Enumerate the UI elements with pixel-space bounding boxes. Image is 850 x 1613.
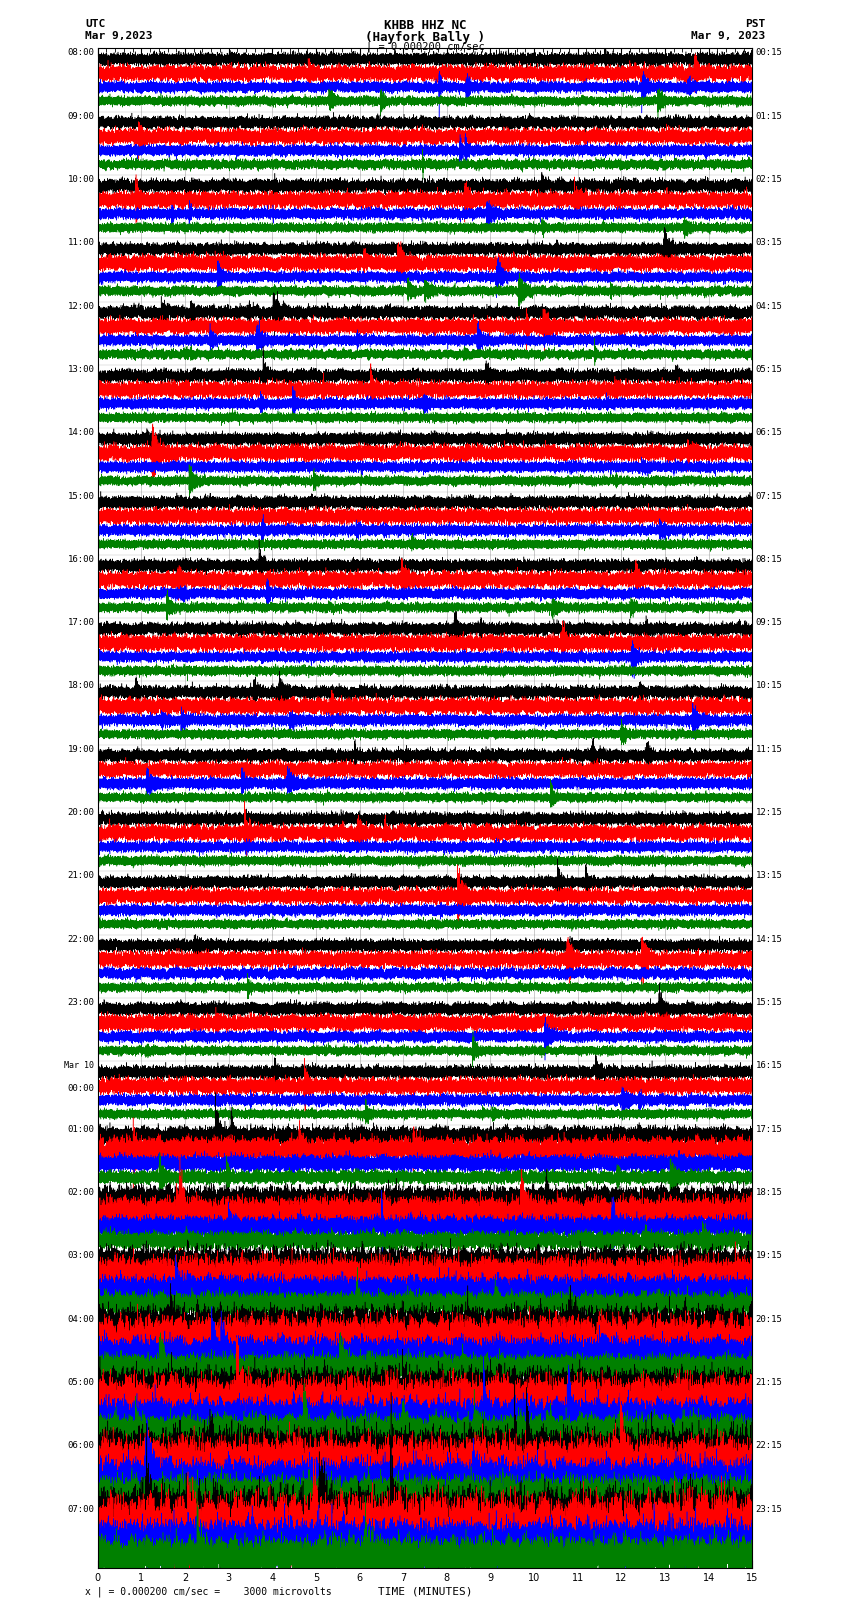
Text: x | = 0.000200 cm/sec =    3000 microvolts: x | = 0.000200 cm/sec = 3000 microvolts xyxy=(85,1586,332,1597)
Text: 17:15: 17:15 xyxy=(756,1124,782,1134)
Text: 00:15: 00:15 xyxy=(756,48,782,58)
Text: 04:15: 04:15 xyxy=(756,302,782,311)
Text: 01:00: 01:00 xyxy=(68,1124,94,1134)
Text: 07:15: 07:15 xyxy=(756,492,782,500)
Text: | = 0.000200 cm/sec: | = 0.000200 cm/sec xyxy=(366,42,484,53)
Text: 22:00: 22:00 xyxy=(68,936,94,944)
Text: 20:00: 20:00 xyxy=(68,808,94,818)
Text: 07:00: 07:00 xyxy=(68,1505,94,1513)
X-axis label: TIME (MINUTES): TIME (MINUTES) xyxy=(377,1587,473,1597)
Text: 12:15: 12:15 xyxy=(756,808,782,818)
Text: 15:00: 15:00 xyxy=(68,492,94,500)
Text: 14:15: 14:15 xyxy=(756,936,782,944)
Text: 11:00: 11:00 xyxy=(68,239,94,247)
Text: 13:15: 13:15 xyxy=(756,871,782,881)
Text: 20:15: 20:15 xyxy=(756,1315,782,1324)
Text: 23:15: 23:15 xyxy=(756,1505,782,1513)
Text: 21:15: 21:15 xyxy=(756,1378,782,1387)
Text: 08:00: 08:00 xyxy=(68,48,94,58)
Text: 22:15: 22:15 xyxy=(756,1442,782,1450)
Text: 18:00: 18:00 xyxy=(68,682,94,690)
Text: Mar 9, 2023: Mar 9, 2023 xyxy=(691,31,765,40)
Text: 03:15: 03:15 xyxy=(756,239,782,247)
Text: 19:15: 19:15 xyxy=(756,1252,782,1260)
Text: 04:00: 04:00 xyxy=(68,1315,94,1324)
Text: 13:00: 13:00 xyxy=(68,365,94,374)
Text: 02:00: 02:00 xyxy=(68,1187,94,1197)
Text: KHBB HHZ NC: KHBB HHZ NC xyxy=(383,19,467,32)
Text: Mar 10: Mar 10 xyxy=(65,1061,94,1071)
Text: Mar 9,2023: Mar 9,2023 xyxy=(85,31,152,40)
Text: 11:15: 11:15 xyxy=(756,745,782,753)
Text: 10:15: 10:15 xyxy=(756,682,782,690)
Text: 09:00: 09:00 xyxy=(68,111,94,121)
Text: 06:00: 06:00 xyxy=(68,1442,94,1450)
Text: 19:00: 19:00 xyxy=(68,745,94,753)
Text: 01:15: 01:15 xyxy=(756,111,782,121)
Text: 09:15: 09:15 xyxy=(756,618,782,627)
Text: 16:15: 16:15 xyxy=(756,1061,782,1071)
Text: 00:00: 00:00 xyxy=(68,1084,94,1092)
Text: 02:15: 02:15 xyxy=(756,176,782,184)
Text: 14:00: 14:00 xyxy=(68,429,94,437)
Text: 21:00: 21:00 xyxy=(68,871,94,881)
Text: UTC: UTC xyxy=(85,19,105,29)
Text: 06:15: 06:15 xyxy=(756,429,782,437)
Text: 10:00: 10:00 xyxy=(68,176,94,184)
Text: 16:00: 16:00 xyxy=(68,555,94,565)
Text: 23:00: 23:00 xyxy=(68,998,94,1007)
Text: 03:00: 03:00 xyxy=(68,1252,94,1260)
Text: (Hayfork Bally ): (Hayfork Bally ) xyxy=(365,31,485,44)
Text: 05:00: 05:00 xyxy=(68,1378,94,1387)
Text: 18:15: 18:15 xyxy=(756,1187,782,1197)
Text: 08:15: 08:15 xyxy=(756,555,782,565)
Text: 15:15: 15:15 xyxy=(756,998,782,1007)
Text: 17:00: 17:00 xyxy=(68,618,94,627)
Text: 12:00: 12:00 xyxy=(68,302,94,311)
Text: PST: PST xyxy=(745,19,765,29)
Text: 05:15: 05:15 xyxy=(756,365,782,374)
